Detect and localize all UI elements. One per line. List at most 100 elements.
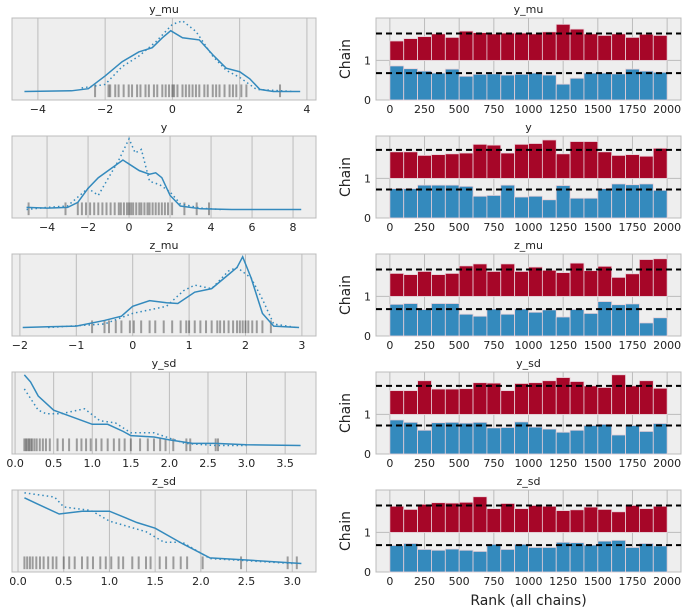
x-tick-label: 750 [483, 575, 504, 588]
rank-bar-chain0 [583, 544, 599, 573]
rank-bar-chain0 [417, 429, 432, 455]
rank-bar-chain0 [639, 322, 654, 337]
rank-bar-chain0 [569, 542, 585, 573]
rank-bar-chain0 [514, 73, 529, 101]
x-tick-label: 1750 [618, 575, 646, 588]
x-tick-label: 500 [449, 103, 470, 116]
rank-bar-chain1 [417, 503, 432, 533]
rank-bar-chain1 [389, 390, 405, 415]
rank-bar-chain0 [403, 543, 418, 573]
panel-title: z_mu [150, 239, 179, 252]
rank-bar-chain1 [417, 271, 432, 297]
panel-title: y_mu [149, 3, 179, 16]
panel-background [11, 135, 317, 219]
rank-bar-chain0 [472, 315, 488, 337]
x-tick-label: 1.5 [122, 457, 140, 470]
x-tick-label: 1250 [549, 457, 577, 470]
x-tick-label: 500 [449, 221, 470, 234]
rank-bar-chain1 [444, 502, 460, 533]
x-tick-label: 6 [249, 221, 256, 234]
rank-bar-chain1 [431, 502, 446, 533]
rank-bar-chain0 [569, 429, 585, 455]
rank-bar-chain1 [472, 496, 488, 533]
x-tick-label: 1750 [618, 103, 646, 116]
rank-bar-chain1 [500, 32, 516, 61]
kde-line-chain-0 [22, 255, 300, 329]
rank-bar-chain1 [514, 383, 529, 415]
rank-bar-chain0 [555, 83, 571, 101]
rank-bar-chain0 [514, 308, 529, 337]
rank-bar-chain0 [458, 422, 474, 455]
x-tick-label: 1000 [515, 575, 543, 588]
y-tick-label: 0 [364, 94, 371, 107]
rank-bar-chain1 [597, 151, 613, 179]
rank-bar-chain1 [486, 382, 502, 415]
rank-bar-chain0 [417, 309, 432, 337]
rank-bar-chain1 [431, 154, 446, 179]
x-tick-label: 4 [303, 103, 310, 116]
rank-bar-chain1 [514, 508, 529, 533]
rank-bar-chain1 [541, 505, 557, 533]
x-tick-label: 3.0 [283, 575, 301, 588]
y-tick-label: 1 [364, 408, 371, 421]
x-tick-label: 2 [236, 103, 243, 116]
x-tick-label: −1 [68, 339, 84, 352]
rank-bar-chain0 [500, 549, 516, 573]
rank-bar-chain1 [541, 139, 557, 179]
rank-bar-chain1 [458, 265, 474, 297]
x-tick-label: 250 [414, 457, 435, 470]
rank-bar-chain0 [583, 425, 599, 455]
rank-bar-chain1 [403, 38, 418, 61]
rank-bar-chain0 [458, 549, 474, 573]
rank-bar-chain0 [583, 197, 599, 219]
rank-bar-chain1 [625, 273, 640, 297]
x-tick-label: 0 [126, 221, 133, 234]
rank-bar-chain0 [472, 73, 488, 101]
rank-bar-chain0 [541, 199, 557, 219]
x-tick-label: 1 [186, 339, 193, 352]
rank-panel-y-sd: 0 250 500 750 1000 1250 1500 1750 2000 0 1 y_sd Chai… [338, 357, 682, 470]
rank-bar-chain1 [611, 374, 626, 415]
rank-bar-chain1 [652, 387, 668, 415]
y-tick-label: 1 [364, 54, 371, 67]
rank-bar-chain0 [652, 423, 668, 455]
rank-bar-chain1 [444, 153, 460, 179]
x-tick-label: 1500 [584, 339, 612, 352]
rank-bar-chain0 [541, 74, 557, 101]
rank-bar-chain0 [389, 545, 405, 573]
rank-bar-chain1 [555, 510, 571, 533]
x-tick-label: 0 [386, 575, 393, 588]
rank-bar-chain1 [583, 385, 599, 415]
panel-background [11, 17, 317, 101]
rank-bar-chain0 [514, 421, 529, 455]
x-tick-label: 250 [414, 575, 435, 588]
rank-bar-chain0 [625, 425, 640, 455]
x-tick-label: 1750 [618, 221, 646, 234]
rank-bar-chain1 [583, 33, 599, 61]
rank-bar-chain0 [389, 65, 405, 101]
rank-bar-chain0 [625, 303, 640, 337]
x-tick-label: 1250 [549, 575, 577, 588]
x-tick-label: 1.5 [146, 575, 164, 588]
rank-bar-chain1 [625, 385, 640, 415]
x-tick-label: 0 [386, 103, 393, 116]
x-tick-label: 1000 [515, 103, 543, 116]
rank-bar-chain0 [541, 309, 557, 337]
kde-panel-y-sd: 0.0 0.5 1.0 1.5 2.0 2.5 3.0 3.5 y_sd [6, 357, 317, 470]
kde-line-chain-0 [24, 497, 302, 565]
rank-bar-chain0 [625, 547, 640, 573]
rank-bar-chain1 [639, 155, 654, 179]
x-tick-label: 750 [483, 457, 504, 470]
kde-line-chain-0 [24, 29, 301, 93]
rank-bar-chain1 [431, 388, 446, 415]
kde-panel-y: −4 −2 0 2 4 6 8 y [11, 121, 317, 234]
rank-panel-z-sd: 0 250 500 750 1000 1250 1500 1750 2000 0 1 z_sd Chai… [338, 475, 682, 588]
y-tick-label: 0 [364, 448, 371, 461]
rank-bar-chain1 [458, 30, 474, 61]
rank-bar-chain0 [486, 73, 502, 101]
kde-line-chain-1 [23, 388, 247, 447]
rank-bar-chain1 [431, 274, 446, 297]
rank-bar-chain1 [569, 141, 585, 179]
